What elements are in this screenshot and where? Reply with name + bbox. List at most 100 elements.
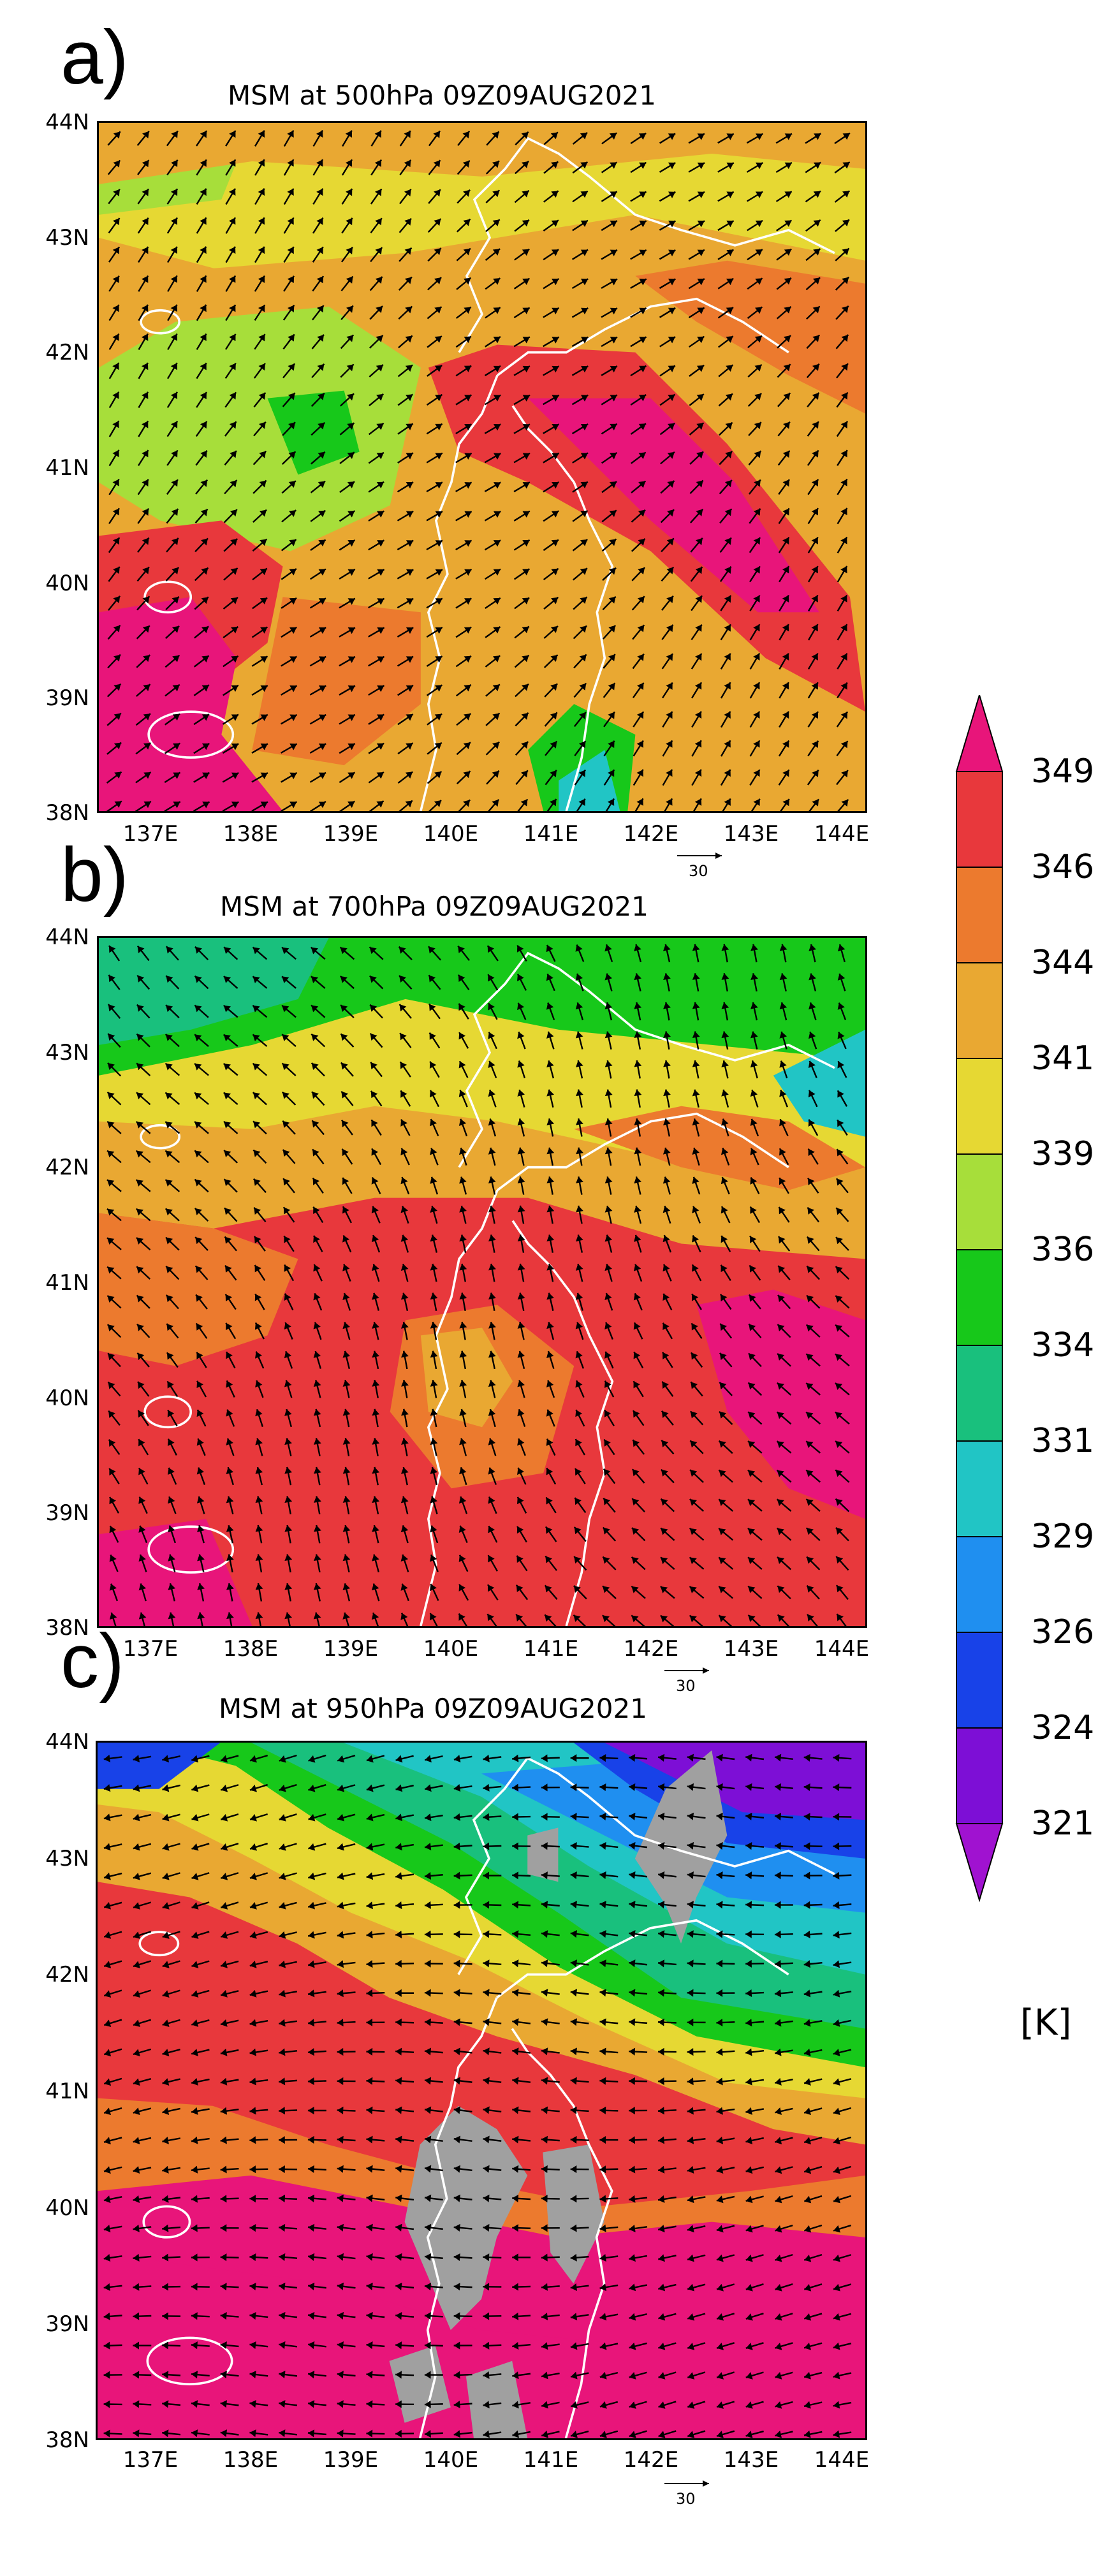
wind-arrow (340, 1004, 355, 1018)
wind-arrow (573, 712, 587, 728)
wind-arrow (225, 130, 237, 147)
wind-arrow (485, 568, 501, 580)
wind-arrow (453, 2430, 472, 2438)
lon-label: 142E (623, 2447, 679, 2473)
wind-vectors (106, 944, 850, 1626)
wind-arrow (544, 683, 559, 698)
wind-arrow (513, 481, 531, 493)
wind-arrow (108, 1410, 121, 1426)
wind-arrow (803, 1783, 823, 1792)
wind-arrow (424, 2312, 443, 2320)
wind-arrow (716, 2166, 735, 2174)
wind-arrow (835, 334, 849, 349)
wind-arrow (312, 1148, 325, 1165)
wind-arrow (430, 1234, 438, 1253)
wind-arrow (833, 2107, 852, 2116)
wind-arrow (222, 772, 239, 783)
wind-arrow (803, 1960, 823, 1968)
wind-arrow (223, 684, 239, 696)
wind-arrow (512, 2077, 531, 2085)
wind-arrow (459, 1380, 467, 1398)
wind-arrow (779, 1002, 787, 1021)
wind-arrow (717, 307, 734, 319)
wind-arrow (133, 2253, 152, 2262)
wind-arrow (249, 2019, 268, 2027)
wind-arrow (576, 1205, 583, 1224)
wind-arrow (687, 2342, 706, 2350)
wind-arrow (108, 275, 120, 292)
wind-arrow (601, 220, 618, 231)
wind-arrow (196, 188, 207, 205)
wind-arrow (483, 2312, 502, 2320)
wind-arrow (220, 1990, 239, 1998)
wind-arrow (279, 1813, 297, 1822)
wind-arrow (483, 2401, 502, 2409)
wind-arrow (836, 392, 849, 408)
wind-arrow (162, 1784, 180, 1792)
wind-arrow (220, 1931, 239, 1939)
wind-arrow (167, 275, 178, 292)
wind-arrow (691, 682, 703, 699)
wind-arrow (135, 1179, 151, 1192)
wind-arrow (342, 1525, 351, 1544)
wind-arrow (687, 2136, 706, 2144)
wind-arrow (575, 1060, 583, 1079)
wind-arrow (721, 1002, 729, 1021)
wind-arrow (103, 1960, 122, 1968)
wind-arrow (779, 682, 789, 699)
wind-arrow (837, 450, 848, 466)
wind-arrow (249, 2311, 268, 2320)
wind-arrow (400, 1438, 409, 1456)
lon-label: 141E (523, 1636, 579, 1662)
wind-arrow (603, 654, 616, 669)
wind-arrow (312, 217, 324, 234)
wind-arrow (254, 1322, 265, 1340)
wind-arrow (194, 1236, 209, 1251)
wind-arrow (308, 1783, 326, 1792)
wind-arrow (310, 539, 326, 551)
wind-arrow (633, 740, 644, 757)
wind-arrow (749, 1264, 761, 1281)
wind-arrow (512, 1871, 531, 1880)
wind-arrow (395, 2400, 414, 2408)
wind-arrow (196, 246, 207, 263)
wind-arrow (191, 2341, 210, 2350)
terrain-mask (465, 2360, 528, 2438)
wind-arrow (687, 1753, 706, 1762)
wind-arrow (191, 2165, 210, 2174)
wind-arrow (488, 1350, 496, 1370)
wind-arrow (395, 2047, 414, 2056)
colorbar-band (956, 1249, 1003, 1346)
wind-arrow (657, 1930, 677, 1938)
wind-arrow (634, 1060, 642, 1079)
wind-arrow (629, 2106, 648, 2115)
wind-arrow (106, 1120, 122, 1134)
wind-arrow (166, 246, 178, 263)
wind-arrow (226, 1467, 234, 1486)
wind-arrow (339, 568, 356, 580)
wind-arrow (366, 1901, 385, 1910)
wind-arrow (313, 1350, 321, 1369)
wind-arrow (430, 1205, 438, 1224)
wind-arrow (572, 452, 589, 464)
wind-arrow (833, 2019, 852, 2027)
lon-label: 137E (122, 1636, 179, 1662)
wind-arrow (251, 655, 268, 667)
wind-arrow (805, 219, 821, 232)
wind-arrow (689, 479, 704, 494)
wind-arrow (692, 798, 702, 811)
wind-arrow (778, 479, 790, 495)
wind-arrow (430, 1583, 439, 1601)
wind-arrow (659, 162, 676, 173)
wind-arrow (106, 771, 122, 784)
wind-arrow (253, 392, 267, 408)
wind-arrow (342, 1438, 351, 1456)
wind-arrow (368, 742, 384, 754)
wind-arrow (541, 2047, 560, 2056)
wind-arrow (805, 277, 821, 291)
wind-arrow (342, 1322, 351, 1340)
map-500hpa (97, 121, 867, 813)
wind-arrow (458, 1613, 468, 1626)
wind-arrow (745, 2107, 765, 2115)
wind-arrow (456, 247, 471, 261)
